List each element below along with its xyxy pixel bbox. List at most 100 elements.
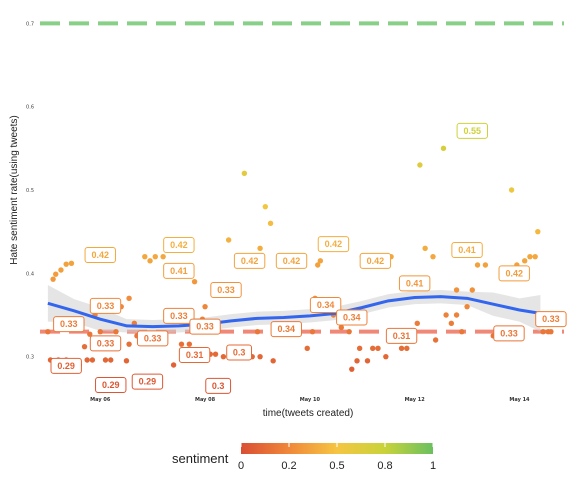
- data-label: 0.33: [493, 325, 525, 342]
- data-label-text: 0.33: [60, 319, 78, 329]
- data-point: [349, 366, 355, 372]
- data-label: 0.31: [385, 327, 418, 344]
- data-point: [68, 260, 75, 267]
- data-label: 0.41: [163, 262, 195, 279]
- data-point: [532, 253, 538, 260]
- data-label: 0.34: [309, 297, 342, 313]
- data-point: [102, 357, 109, 363]
- legend-tick-label: 0: [238, 460, 244, 472]
- data-point: [417, 162, 423, 168]
- data-point: [160, 253, 166, 260]
- data-label-box: [163, 307, 195, 324]
- data-point: [267, 220, 274, 227]
- data-label-box: [275, 252, 308, 269]
- data-label: 0.34: [336, 309, 368, 326]
- data-label-box: [205, 377, 232, 394]
- y-tick-label: 0.5: [26, 188, 34, 194]
- legend-ticks: 0 0.2 0.5 0.8 1: [238, 443, 436, 472]
- data-point: [191, 278, 198, 285]
- data-label-text: 0.42: [505, 268, 523, 278]
- data-label-box: [535, 311, 567, 328]
- data-label: 0.33: [535, 311, 567, 328]
- data-label: 0.42: [317, 236, 350, 253]
- legend-tick-label: 0.8: [377, 460, 392, 472]
- data-point: [432, 337, 439, 343]
- data-label: 0.33: [163, 307, 195, 324]
- data-label: 0.42: [359, 252, 392, 269]
- y-tick-label: 0.6: [26, 105, 34, 111]
- data-label-text: 0.33: [542, 314, 560, 324]
- data-point: [50, 276, 56, 282]
- data-point: [338, 324, 344, 331]
- data-label-text: 0.31: [393, 331, 411, 341]
- data-point: [453, 312, 460, 318]
- data-label-text: 0.29: [139, 377, 157, 387]
- legend-tick-label: 0.2: [281, 460, 296, 472]
- data-label-box: [451, 242, 483, 258]
- x-axis-title: time(tweets created): [263, 408, 354, 419]
- data-point: [63, 261, 69, 267]
- data-label-text: 0.41: [458, 245, 476, 255]
- data-label-box: [163, 237, 195, 253]
- data-point: [453, 287, 460, 293]
- data-point: [317, 258, 324, 264]
- data-label-box: [226, 344, 253, 361]
- data-point: [356, 345, 363, 352]
- data-point: [113, 328, 119, 335]
- data-point: [81, 343, 88, 350]
- data-point: [262, 203, 269, 210]
- data-label-text: 0.34: [278, 324, 296, 334]
- data-label-box: [336, 309, 368, 326]
- data-label: 0.42: [163, 237, 195, 253]
- data-label-text: 0.29: [57, 361, 75, 371]
- data-label-box: [178, 347, 211, 363]
- data-label-text: 0.33: [217, 285, 235, 295]
- y-axis-title: Hate sentiment rate(using tweets): [9, 115, 20, 265]
- data-label: 0.33: [89, 297, 122, 314]
- x-axis-ticks: May 06 May 08 May 10 May 12 May 14: [90, 397, 530, 403]
- data-label-text: 0.42: [241, 256, 259, 266]
- data-label-box: [270, 321, 302, 338]
- data-label-box: [50, 357, 82, 374]
- data-point: [540, 328, 546, 335]
- data-point: [464, 303, 470, 310]
- data-label-text: 0.34: [317, 300, 335, 310]
- data-point: [548, 328, 554, 335]
- data-label: 0.29: [131, 373, 164, 390]
- data-point: [178, 341, 185, 347]
- x-tick-label: May 12: [405, 397, 426, 403]
- x-tick-label: May 10: [300, 397, 321, 403]
- data-label-box: [84, 247, 116, 263]
- data-point: [225, 237, 232, 243]
- data-point: [414, 320, 420, 327]
- data-label-box: [89, 297, 122, 314]
- data-point: [440, 145, 447, 152]
- data-point: [270, 358, 276, 364]
- data-label-text: 0.42: [325, 239, 343, 249]
- data-label-text: 0.33: [170, 311, 188, 321]
- data-point: [448, 320, 455, 327]
- data-label: 0.3: [226, 344, 253, 361]
- data-point: [254, 328, 261, 335]
- data-point: [123, 358, 130, 364]
- data-label-box: [210, 282, 242, 298]
- data-point: [186, 341, 193, 347]
- data-label-text: 0.42: [367, 256, 385, 266]
- data-label-text: 0.33: [196, 322, 214, 332]
- y-axis-ticks: 0.3 0.4 0.5 0.6 0.7: [26, 21, 34, 360]
- data-label-text: 0.55: [464, 126, 482, 136]
- y-tick-label: 0.4: [26, 271, 34, 277]
- data-point: [170, 362, 177, 368]
- data-label-box: [163, 262, 195, 279]
- data-point: [459, 328, 465, 335]
- data-point: [147, 258, 153, 264]
- data-label: 0.33: [89, 335, 122, 352]
- data-label-text: 0.41: [406, 278, 424, 288]
- data-label: 0.42: [84, 247, 116, 263]
- data-label: 0.33: [210, 282, 242, 298]
- data-label-text: 0.33: [97, 338, 115, 348]
- smooth-curve: [47, 295, 541, 329]
- data-label-box: [317, 236, 350, 253]
- data-label-text: 0.3: [233, 348, 246, 358]
